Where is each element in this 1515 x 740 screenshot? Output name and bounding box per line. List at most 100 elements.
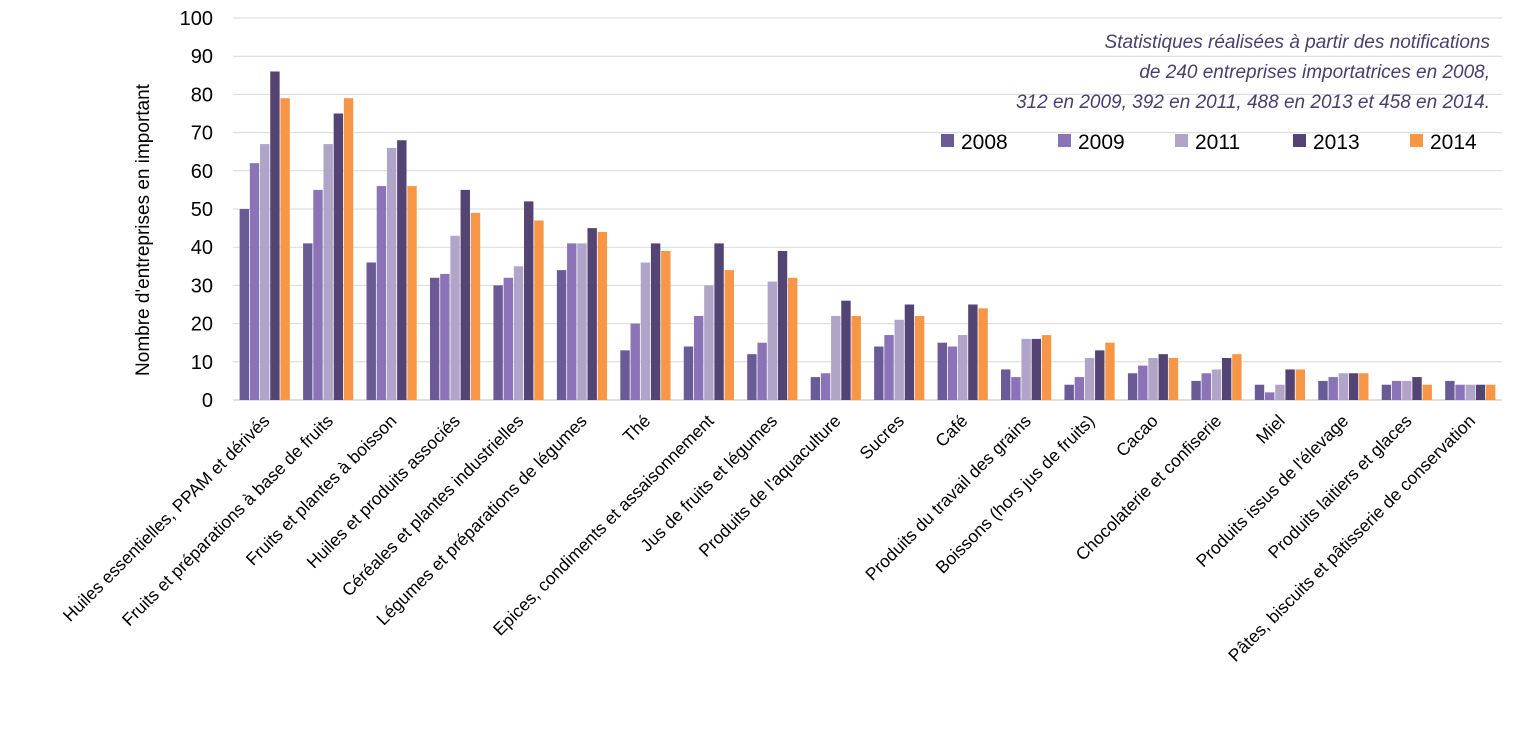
legend-swatch xyxy=(1175,134,1188,147)
x-category-label: Café xyxy=(931,411,971,451)
y-tick-label: 50 xyxy=(191,199,213,221)
bar-2011 xyxy=(1021,338,1031,400)
bar-2013 xyxy=(904,304,915,400)
bar-2009 xyxy=(1138,365,1148,400)
bar-2013 xyxy=(1412,377,1422,400)
bar-2009 xyxy=(1265,392,1275,400)
bar-2008 xyxy=(937,342,947,400)
y-axis-label: Nombre d'entreprises en important xyxy=(133,83,154,376)
bar-2011 xyxy=(386,147,397,400)
bar-2009 xyxy=(757,342,767,400)
bar-2013 xyxy=(1158,354,1168,400)
bar-2013 xyxy=(460,189,470,400)
bar-2013 xyxy=(968,304,978,400)
bar-2011 xyxy=(957,335,968,400)
bar-2011 xyxy=(513,266,524,400)
bar-2009 xyxy=(1391,380,1402,400)
bar-2013 xyxy=(841,300,851,400)
annotation-line-3: 312 en 2009, 392 en 2011, 488 en 2013 et… xyxy=(1016,92,1490,113)
legend-swatch xyxy=(1410,134,1423,147)
bar-2014 xyxy=(1359,373,1369,400)
x-category-label: Cacao xyxy=(1112,411,1162,461)
y-tick-label: 100 xyxy=(180,8,213,30)
bar-2014 xyxy=(1041,335,1052,400)
y-tick-label: 70 xyxy=(191,123,213,145)
bar-2009 xyxy=(376,186,387,400)
bar-2013 xyxy=(587,228,597,400)
bar-2011 xyxy=(1338,373,1349,400)
annotation: Statistiques réalisées à partir des noti… xyxy=(1016,32,1491,113)
bar-2014 xyxy=(661,251,671,400)
bar-2013 xyxy=(1031,338,1042,400)
y-tick-label: 90 xyxy=(191,46,213,68)
bar-2014 xyxy=(1232,354,1242,400)
bar-2008 xyxy=(1127,373,1138,400)
bar-2013 xyxy=(333,113,344,400)
bar-2014 xyxy=(1168,357,1179,400)
bar-2011 xyxy=(1148,357,1158,400)
bar-2011 xyxy=(894,319,904,400)
bar-2014 xyxy=(534,220,544,400)
x-category-label: Sucres xyxy=(855,411,908,464)
annotation-line-2: de 240 entreprises importatrices en 2008… xyxy=(1139,62,1490,83)
legend-item-2008: 2008 xyxy=(941,131,1008,154)
legend-item-2011: 2011 xyxy=(1175,131,1240,154)
bar-2009 xyxy=(249,163,260,400)
bar-2008 xyxy=(303,243,313,400)
legend-swatch xyxy=(1058,134,1071,147)
legend-label: 2014 xyxy=(1430,131,1477,154)
y-tick-label: 60 xyxy=(191,161,213,183)
bar-2011 xyxy=(450,235,460,400)
bar-2009 xyxy=(947,346,958,400)
bar-2008 xyxy=(1318,380,1328,400)
bar-2013 xyxy=(270,71,280,400)
bar-2011 xyxy=(260,144,270,400)
bar-2008 xyxy=(239,209,250,400)
bar-2011 xyxy=(640,262,651,400)
bar-2013 xyxy=(1221,357,1232,400)
bar-2008 xyxy=(1191,380,1201,400)
bar-2014 xyxy=(914,315,925,400)
bar-2014 xyxy=(343,98,354,400)
bar-2008 xyxy=(683,346,694,400)
bar-2013 xyxy=(1475,384,1486,400)
bar-2014 xyxy=(280,98,290,400)
legend-label: 2011 xyxy=(1195,131,1240,154)
x-category-label: Thé xyxy=(619,411,654,446)
y-tick-label: 20 xyxy=(191,314,213,336)
x-category-label: Miel xyxy=(1252,411,1289,448)
legend-label: 2008 xyxy=(961,131,1008,154)
bar-2014 xyxy=(1295,369,1306,400)
legend-label: 2009 xyxy=(1078,131,1125,154)
bar-2011 xyxy=(323,144,333,400)
bar-2011 xyxy=(577,243,587,400)
bar-2014 xyxy=(1485,384,1496,400)
bar-2013 xyxy=(777,251,788,400)
x-category-label: Epices, condiments et assaisonnement xyxy=(489,411,718,640)
bar-2013 xyxy=(1095,350,1105,400)
legend-item-2009: 2009 xyxy=(1058,131,1125,154)
bar-2009 xyxy=(1074,377,1085,400)
bar-2013 xyxy=(524,201,534,400)
bar-2009 xyxy=(1201,373,1211,400)
legend-item-2014: 2014 xyxy=(1410,131,1477,154)
bar-2011 xyxy=(1465,384,1475,400)
bar-2008 xyxy=(620,350,630,400)
bar-2009 xyxy=(440,273,450,400)
legend-label: 2013 xyxy=(1313,131,1360,154)
bar-2014 xyxy=(470,212,481,400)
y-axis-ticks: 0 10 20 30 40 50 60 70 80 90 100 xyxy=(180,8,213,412)
bar-2008 xyxy=(493,285,503,400)
bar-2008 xyxy=(556,270,567,400)
legend: 2008 2009 2011 2013 2014 xyxy=(941,131,1477,154)
bar-2009 xyxy=(1455,384,1465,400)
bar-2008 xyxy=(429,277,440,400)
annotation-line-1: Statistiques réalisées à partir des noti… xyxy=(1105,32,1491,53)
bar-2013 xyxy=(397,140,407,401)
bar-2008 xyxy=(1254,384,1265,400)
y-tick-label: 30 xyxy=(191,275,213,297)
bar-2014 xyxy=(851,315,861,400)
bar-2009 xyxy=(567,243,577,400)
legend-swatch xyxy=(941,134,954,147)
